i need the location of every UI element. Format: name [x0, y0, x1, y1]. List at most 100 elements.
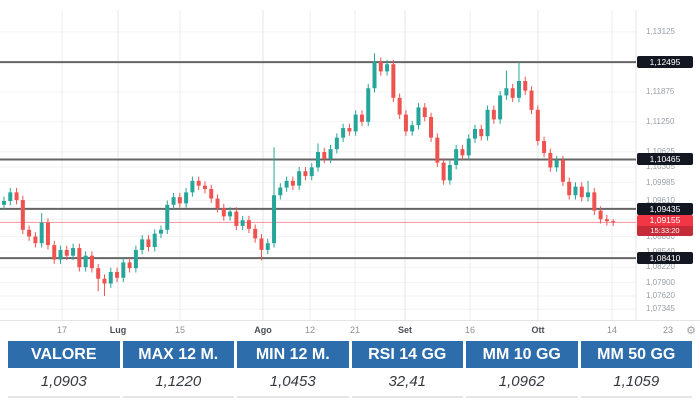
candle-body — [516, 81, 521, 98]
candle-body — [592, 192, 597, 211]
candle-body — [504, 88, 509, 96]
candle-body — [435, 137, 440, 163]
candle-body — [498, 95, 503, 120]
candle-body — [397, 97, 402, 115]
candle-body — [64, 249, 69, 256]
stat-header-mm-10gg: MM 10 GG — [466, 341, 578, 368]
price-tick-label: 1,09610 — [646, 195, 675, 205]
last-price-badge: 1,09155 15:33:20 — [637, 215, 693, 237]
candle-body — [27, 229, 32, 237]
candle-body — [102, 278, 107, 284]
candle-body — [447, 165, 452, 181]
candle-body — [115, 272, 120, 278]
candle-body — [177, 197, 182, 204]
time-tick-month-label: Lug — [109, 325, 127, 335]
candle-body — [259, 238, 264, 250]
price-level-badge: 1,10465 — [637, 153, 693, 166]
candle-body — [77, 248, 82, 268]
last-price-countdown: 15:33:20 — [637, 226, 693, 237]
candle-body — [535, 109, 540, 142]
candle-body — [290, 180, 295, 186]
stat-header-max-12m: MAX 12 M. — [122, 341, 234, 368]
candle-body — [14, 192, 19, 201]
candle-body — [152, 233, 157, 248]
candle-body — [146, 239, 151, 248]
price-tick-label: 1,08220 — [646, 262, 675, 272]
candle-body — [165, 204, 170, 230]
stat-value-mm-10gg: 1,0962 — [466, 368, 578, 398]
candle-body — [127, 262, 132, 269]
price-level-badge: 1,09435 — [637, 202, 693, 215]
price-chart[interactable]: 1,09155 15:33:20 1,13125 1,11875 1,11250 1,… — [0, 0, 700, 341]
candle-body — [334, 137, 339, 150]
candle-body — [284, 180, 289, 188]
candle-body — [228, 211, 233, 217]
candle-body — [209, 188, 214, 199]
candle-body — [460, 149, 465, 156]
candle-body — [554, 160, 559, 168]
candle-body — [272, 195, 277, 244]
stat-value-min-12m: 1,0453 — [237, 368, 349, 398]
candle-body — [403, 114, 408, 132]
stat-col-valore: VALORE 1,0903 — [8, 341, 120, 398]
price-tick-label: 1,11875 — [646, 86, 675, 96]
time-tick-day-label: 23 — [662, 325, 673, 335]
candle-body — [33, 236, 38, 244]
candle-body — [278, 187, 283, 196]
candle-body — [560, 160, 565, 182]
time-tick-day-label: 12 — [304, 325, 315, 335]
stat-value-mm-50gg: 1,1059 — [580, 368, 692, 398]
candle-body — [39, 222, 44, 244]
time-tick-day-label: 16 — [464, 325, 475, 335]
candle-body — [89, 255, 94, 269]
price-tick-label: 1,07900 — [646, 277, 675, 287]
stat-col-mm-50gg: MM 50 GG 1,1059 — [580, 341, 692, 398]
time-axis[interactable]: ⚙ 17 Lug 15 Ago 12 21 Set 16 Ott 14 23 — [0, 320, 700, 341]
price-axis[interactable]: 1,09155 15:33:20 1,13125 1,11875 1,11250 1,… — [636, 0, 700, 320]
candle-body — [353, 114, 358, 132]
candle-body — [491, 109, 496, 120]
stat-header-mm-50gg: MM 50 GG — [580, 341, 692, 368]
candle-body — [611, 221, 616, 223]
time-tick-day-label: 21 — [349, 325, 360, 335]
candle-body — [567, 181, 572, 196]
time-tick-day-label: 15 — [174, 325, 185, 335]
candle-body — [473, 129, 477, 139]
candle-body — [108, 272, 113, 284]
candle-body — [8, 192, 13, 201]
stat-value-rsi-14gg: 32,41 — [351, 368, 463, 398]
candle-body — [240, 220, 245, 226]
price-level-badge: 1,08410 — [637, 252, 693, 265]
candle-body — [83, 255, 88, 268]
candle-body — [347, 128, 352, 132]
candle-body — [316, 152, 320, 168]
price-tick-label: 1,07345 — [646, 304, 675, 314]
candle-body — [234, 211, 239, 226]
candle-body — [190, 180, 195, 193]
candle-body — [309, 167, 314, 177]
gear-icon[interactable]: ⚙ — [686, 325, 696, 337]
candle-body — [253, 228, 258, 239]
candle-body — [96, 268, 101, 279]
candle-body — [479, 129, 484, 137]
candle-body — [510, 88, 515, 98]
candlestick-plot[interactable] — [0, 0, 700, 340]
price-tick-label: 1,11250 — [646, 116, 675, 126]
time-tick-month-label: Set — [397, 325, 412, 335]
candle-body — [378, 61, 383, 72]
candle-body — [20, 200, 25, 230]
candle-body — [328, 149, 333, 159]
candle-body — [410, 125, 415, 132]
last-price-value: 1,09155 — [649, 215, 681, 226]
candle-body — [196, 180, 201, 186]
candle-body — [322, 152, 327, 159]
stat-col-min-12m: MIN 12 M. 1,0453 — [237, 341, 349, 398]
price-tick-label: 1,13125 — [646, 26, 675, 36]
candle-body — [58, 249, 63, 260]
candle-body — [202, 185, 207, 189]
candle-body — [586, 192, 591, 198]
candle-body — [221, 208, 226, 217]
candle-body — [359, 114, 364, 122]
candle-body — [303, 171, 308, 177]
candle-body — [341, 128, 346, 138]
